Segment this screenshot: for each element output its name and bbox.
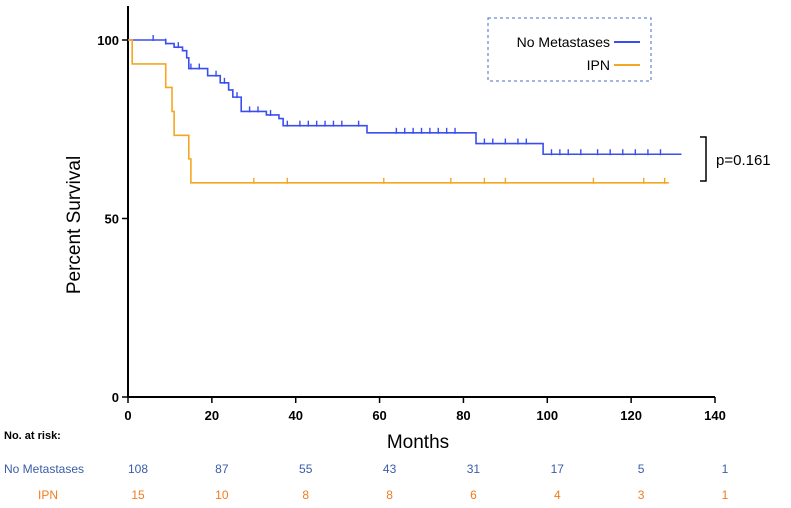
legend: No Metastases IPN [487, 17, 652, 82]
risk-row-ipn: 15 10 8 8 6 4 3 1 [131, 488, 728, 502]
risk-count: 4 [554, 488, 561, 502]
risk-count: 10 [215, 488, 229, 502]
risk-count: 55 [299, 462, 313, 476]
legend-box [487, 17, 652, 82]
p-value-bracket [700, 136, 707, 182]
x-tick-label: 20 [205, 408, 219, 423]
x-ticks: 0 20 40 60 80 100 120 140 [124, 397, 726, 423]
risk-count: 87 [215, 462, 229, 476]
risk-count: 8 [302, 488, 309, 502]
x-tick-label: 40 [288, 408, 302, 423]
risk-row-label-ipn: IPN [38, 488, 58, 502]
x-tick-label: 60 [372, 408, 386, 423]
legend-label-no-metastases: No Metastases [517, 34, 610, 50]
risk-count: 15 [131, 488, 145, 502]
risk-count: 17 [551, 462, 565, 476]
y-tick-label: 50 [105, 212, 119, 227]
risk-count: 8 [386, 488, 393, 502]
risk-row-no-metastases: 108 87 55 43 31 17 5 1 [128, 462, 729, 476]
x-axis-title: Months [387, 432, 449, 453]
risk-count: 6 [470, 488, 477, 502]
risk-count: 5 [638, 462, 645, 476]
y-tick-label: 100 [97, 33, 119, 48]
risk-count: 1 [722, 488, 729, 502]
series-line-no-metastases [128, 39, 682, 156]
p-value-annotation: p=0.161 [716, 152, 771, 169]
y-ticks: 0 50 100 [97, 33, 128, 405]
x-tick-label: 140 [704, 408, 726, 423]
x-tick-label: 80 [456, 408, 470, 423]
risk-count: 1 [722, 462, 729, 476]
x-tick-label: 100 [536, 408, 558, 423]
x-tick-label: 120 [620, 408, 642, 423]
risk-count: 3 [638, 488, 645, 502]
legend-label-ipn: IPN [587, 57, 610, 73]
risk-table-title: No. at risk: [4, 430, 61, 442]
risk-row-label-no-metastases: No Metastases [4, 462, 84, 476]
series-layer [128, 35, 682, 184]
risk-count: 108 [128, 462, 148, 476]
x-tick-label: 0 [124, 408, 131, 423]
risk-count: 31 [467, 462, 481, 476]
series-line-ipn [128, 39, 669, 184]
y-tick-label: 0 [112, 390, 119, 405]
y-axis-title: Percent Survival [64, 156, 85, 294]
risk-count: 43 [383, 462, 397, 476]
